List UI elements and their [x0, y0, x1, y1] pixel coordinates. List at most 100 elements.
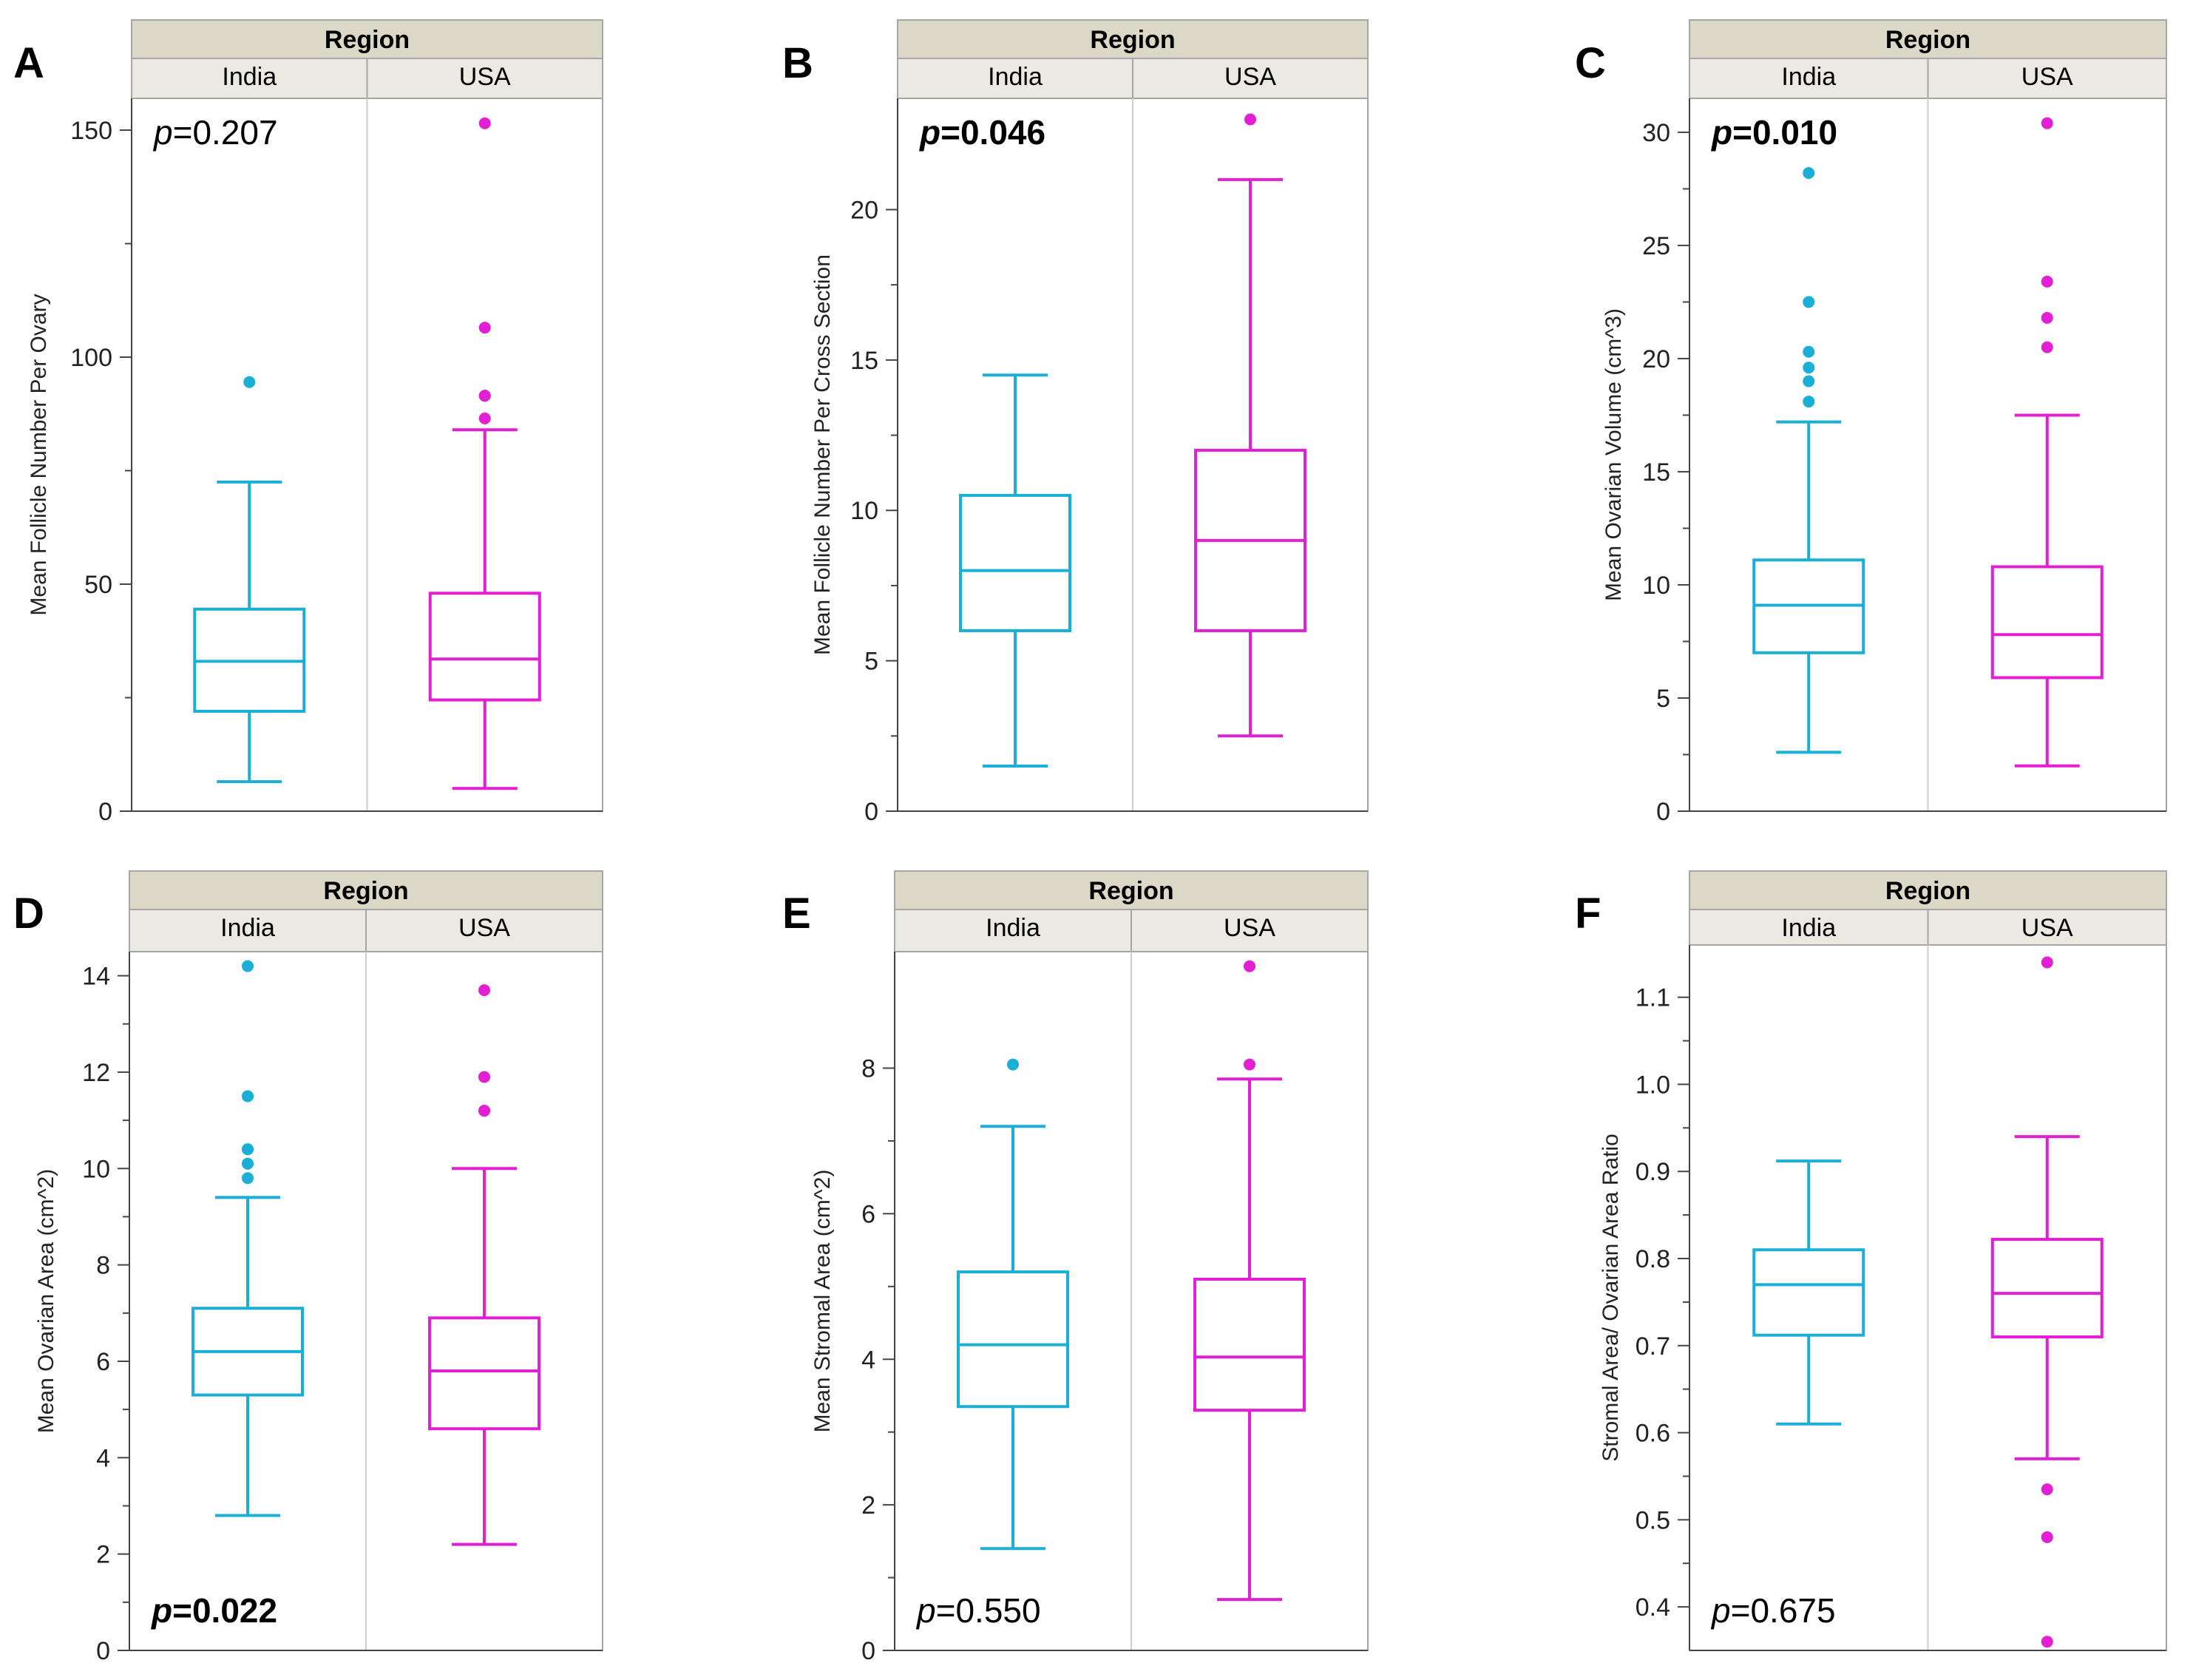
box-iqr [428, 592, 541, 702]
outlier-point [1803, 345, 1815, 358]
category-label: USA [1224, 63, 1276, 91]
outlier-point [242, 1172, 254, 1185]
chart-panel-b: B Region India USA 0 5 10 15 20 Mean Follicle Num… [782, 19, 1369, 826]
y-tick-label: 25 [1642, 232, 1670, 260]
outlier-point [242, 1090, 254, 1102]
category-label: India [1781, 914, 1836, 942]
y-tick-label: 0.8 [1636, 1245, 1670, 1273]
p-value-number: =0.550 [936, 1591, 1041, 1630]
p-value-number: =0.675 [1731, 1591, 1836, 1630]
box-series-usa [1194, 177, 1306, 738]
header-title: Region [1090, 26, 1175, 54]
outlier-point [2041, 1636, 2053, 1648]
y-tick-label: 0 [864, 798, 878, 826]
chart-panel-c: C Region India USA 0 5 10 15 20 25 30 Mean Ovarian … [1575, 19, 2167, 826]
p-value-label: p=0.675 [1710, 1591, 1836, 1630]
box-series-india [959, 373, 1071, 768]
header-band [1689, 19, 2167, 59]
y-tick-label: 0.5 [1636, 1506, 1670, 1534]
outlier-point [1244, 113, 1256, 126]
p-value-prefix: p [1710, 113, 1732, 152]
category-label: India [988, 63, 1043, 91]
p-value-number: =0.010 [1732, 113, 1837, 152]
p-value-prefix: p [152, 113, 173, 152]
y-tick-label: 0 [96, 1637, 110, 1665]
y-tick-label: 15 [1642, 458, 1670, 487]
category-label: India [1781, 63, 1836, 91]
y-tick-label: 0 [861, 1637, 875, 1665]
header-title: Region [1885, 877, 1970, 905]
box-iqr [428, 1316, 540, 1431]
outlier-point [2041, 956, 2053, 969]
p-value-number: =0.207 [173, 113, 278, 152]
outlier-point [2041, 341, 2053, 353]
outlier-point [2041, 117, 2053, 129]
p-value-prefix: p [918, 113, 940, 152]
y-tick-label: 1.0 [1636, 1071, 1670, 1099]
outlier-point [243, 376, 256, 388]
p-value-label: p=0.046 [918, 113, 1045, 152]
p-value-prefix: p [150, 1591, 172, 1630]
outlier-point [2041, 1483, 2053, 1496]
p-value-label: p=0.010 [1710, 113, 1837, 152]
y-tick-label: 2 [861, 1491, 875, 1520]
header-band [1689, 870, 2167, 910]
panel-letter: A [13, 39, 44, 87]
y-tick-label: 5 [1656, 685, 1670, 713]
p-value-number: =0.022 [172, 1591, 277, 1630]
category-label: USA [459, 63, 511, 91]
category-label: USA [1224, 914, 1275, 942]
box-iqr [1752, 1248, 1865, 1337]
box-series-usa [1990, 1135, 2104, 1460]
y-tick-label: 100 [70, 344, 112, 372]
y-tick-label: 30 [1642, 119, 1670, 147]
p-value-label: p=0.207 [152, 113, 278, 152]
outlier-point [1803, 296, 1815, 308]
panel-letter: C [1575, 39, 1606, 87]
box-series-usa [1990, 413, 2104, 768]
y-tick-label: 0 [98, 798, 112, 826]
y-tick-label: 6 [96, 1348, 110, 1376]
chart-panel-a: A Region India USA 0 50 100 150 Mean Follicle Nu… [13, 19, 603, 826]
outlier-point [1244, 960, 1255, 972]
header-title: Region [325, 26, 410, 54]
outlier-point [2041, 1531, 2053, 1543]
y-tick-label: 2 [96, 1541, 110, 1569]
outlier-point [1007, 1058, 1019, 1071]
p-value-prefix: p [915, 1591, 936, 1630]
y-tick-label: 0.6 [1636, 1420, 1670, 1448]
box-series-usa [428, 1167, 540, 1546]
y-tick-label: 1.1 [1636, 984, 1670, 1012]
y-tick-label: 50 [84, 571, 112, 599]
y-tick-label: 12 [82, 1059, 110, 1087]
header-band [894, 870, 1369, 910]
box-iqr [957, 1270, 1069, 1409]
outlier-point [242, 1143, 254, 1156]
outlier-point [1803, 375, 1815, 387]
y-tick-label: 5 [864, 648, 878, 676]
panel-letter: E [782, 890, 811, 938]
y-tick-label: 4 [96, 1444, 110, 1472]
box-series-india [191, 1196, 304, 1517]
y-axis-title: Mean Follicle Number Per Cross Section [810, 254, 835, 655]
outlier-point [478, 322, 491, 334]
box-series-india [1752, 1159, 1865, 1426]
box-iqr [1193, 1277, 1306, 1412]
y-tick-label: 0.9 [1636, 1158, 1670, 1186]
box-iqr [1990, 565, 2104, 680]
outlier-point [478, 1071, 490, 1083]
panel-letter: D [13, 890, 44, 938]
header-title: Region [1088, 877, 1173, 905]
chart-panel-e: E Region India USA 0 2 4 6 8 Mean Stromal Area (c… [782, 870, 1369, 1665]
y-axis-title: Mean Ovarian Volume (cm^3) [1601, 308, 1626, 601]
panel-letter: B [782, 39, 813, 87]
outlier-point [1803, 396, 1815, 408]
y-tick-label: 10 [1642, 572, 1670, 600]
p-value-label: p=0.550 [915, 1591, 1041, 1630]
y-axis-title: Stromal Area/ Ovarian Area Ratio [1599, 1134, 1623, 1462]
y-axis-title: Mean Ovarian Area (cm^2) [34, 1169, 58, 1434]
box-series-india [957, 1125, 1069, 1551]
y-tick-label: 15 [850, 347, 878, 375]
box-series-india [193, 480, 306, 784]
